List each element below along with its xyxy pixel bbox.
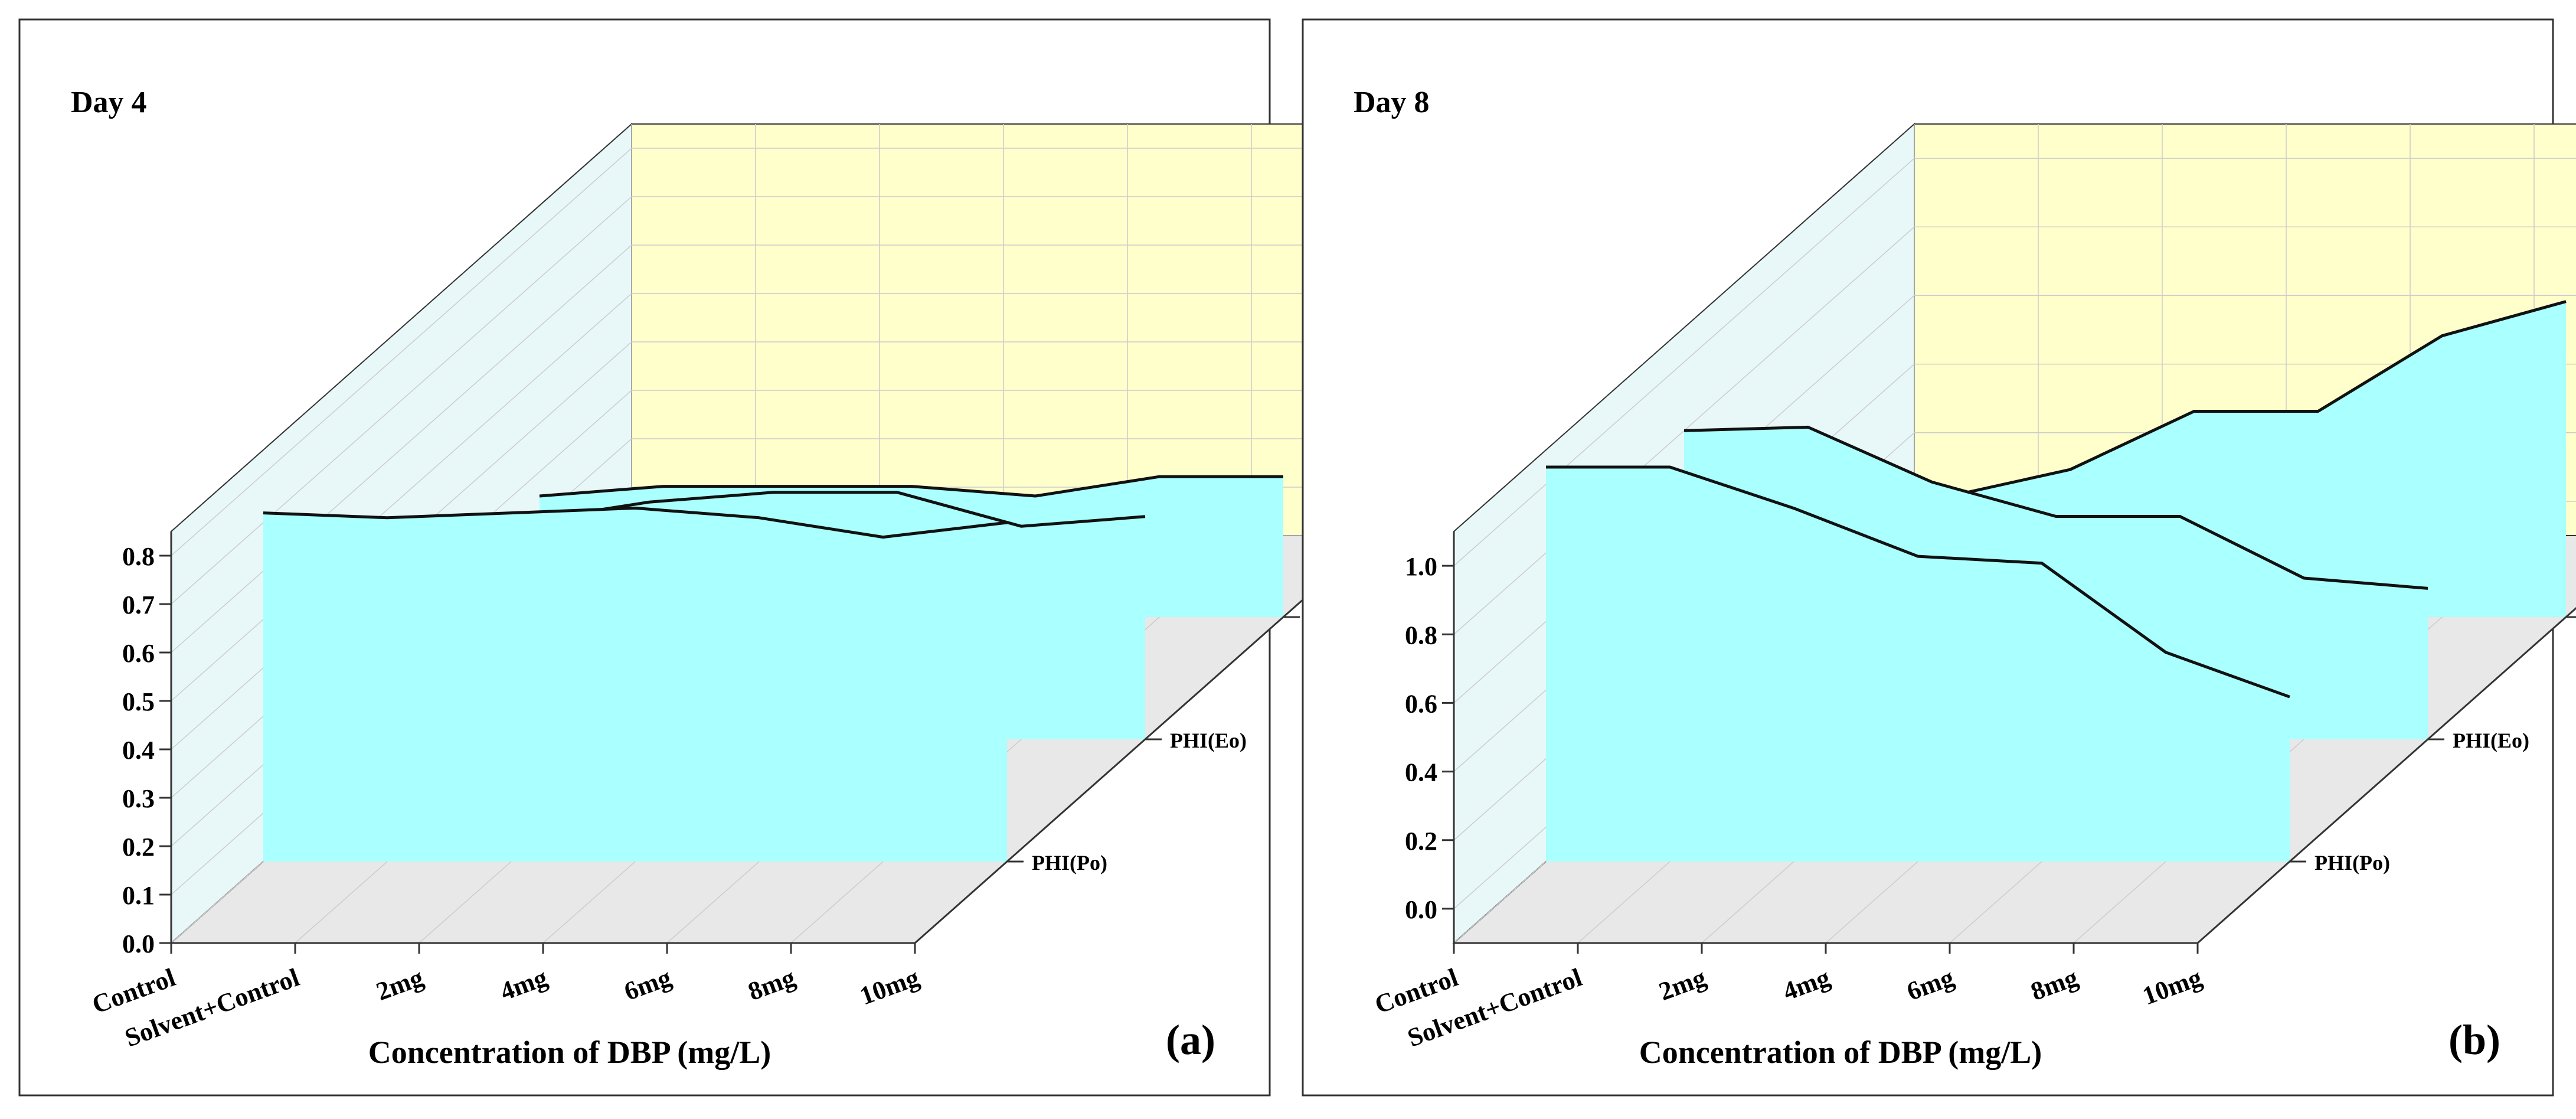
series-label: PHI(Eo) xyxy=(2453,729,2529,752)
depth-axis xyxy=(2197,606,2576,944)
series-label: PHI(Po) xyxy=(1032,851,1107,875)
panel-b: Day 8 (b) Concentration of DBP (mg/L) PH… xyxy=(1302,18,2576,1097)
y-tick-label: 0.1 xyxy=(122,881,155,910)
series-label: PHI(Eo) xyxy=(1170,729,1247,752)
y-tick-label: 0.6 xyxy=(122,639,155,668)
plot-area: PHI(Do)PHI(Eo)PHI(Po)0.00.20.40.60.81.0C… xyxy=(1371,122,2576,1053)
x-axis-title: Concentration of DBP (mg/L) xyxy=(1639,1035,2042,1070)
panel-a: Day 4 (a) Concentration of DBP (mg/L) PH… xyxy=(18,18,1386,1097)
series-label: PHI(Po) xyxy=(2315,851,2390,875)
y-tick-label: 0.8 xyxy=(1405,621,1437,650)
y-tick-label: 0.2 xyxy=(122,833,155,862)
panel-label: (a) xyxy=(1166,1016,1215,1063)
series-line xyxy=(1683,425,2428,590)
y-tick-label: 0.2 xyxy=(1405,827,1437,856)
series-line xyxy=(1546,465,2290,699)
y-tick-label: 0.7 xyxy=(122,591,155,619)
y-tick-label: 0.4 xyxy=(122,736,155,765)
y-tick-label: 0.3 xyxy=(122,784,155,813)
series-line xyxy=(539,475,1283,498)
y-tick-label: 1.0 xyxy=(1405,552,1437,581)
y-tick-label: 0.5 xyxy=(122,687,155,716)
y-tick-label: 0.0 xyxy=(1405,895,1437,924)
y-tick-label: 0.6 xyxy=(1405,689,1437,718)
panel-label: (b) xyxy=(2448,1016,2500,1063)
plot-area: PHI(Do)PHI(Eo)PHI(Po)0.00.10.20.30.40.50… xyxy=(89,122,1386,1053)
series-area xyxy=(263,508,1007,862)
depth-axis xyxy=(914,534,1376,944)
y-tick-label: 0.4 xyxy=(1405,758,1437,787)
panel-title: Day 4 xyxy=(71,86,147,119)
series-line xyxy=(263,506,1008,539)
series-area xyxy=(1546,467,2290,862)
x-axis-title: Concentration of DBP (mg/L) xyxy=(368,1035,771,1070)
y-tick-label: 0.8 xyxy=(122,542,155,571)
y-tick-label: 0.0 xyxy=(122,929,155,958)
panel-title: Day 8 xyxy=(1354,86,1430,119)
